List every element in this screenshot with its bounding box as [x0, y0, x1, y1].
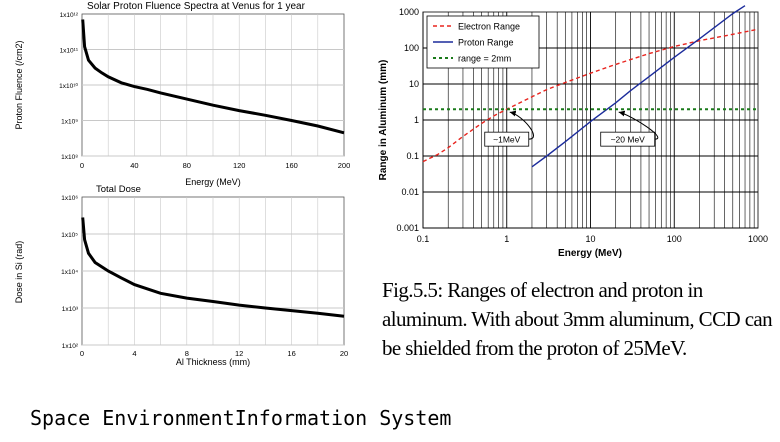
- y-tick-label: 10: [409, 79, 419, 89]
- x-tick-label: 0: [80, 161, 84, 170]
- y-tick-labels: 0.001 0.01 0.1 1 10 100 1000: [396, 7, 419, 233]
- x-tick-labels: 0 4 8 12 16 20: [80, 349, 348, 358]
- legend-label: Proton Range: [458, 38, 514, 48]
- y-tick-label: 1x10³: [62, 306, 79, 313]
- series-layer: [81, 19, 345, 135]
- y-tick-labels: 1x10² 1x10³ 1x10⁴ 1x10⁵ 1x10⁶: [61, 195, 79, 350]
- x-tick-label: 160: [285, 161, 298, 170]
- y-tick-label: 1: [414, 115, 419, 125]
- x-tick-label: 1: [504, 234, 509, 244]
- y-axis-label: Proton Fluence (/cm2): [14, 40, 24, 129]
- y-tick-label: 1x10⁹: [61, 119, 78, 126]
- chart-title: Total Dose: [96, 184, 141, 195]
- x-tick-label: 16: [287, 349, 295, 358]
- series-line: [422, 28, 759, 163]
- fluence-chart: Solar Proton Fluence Spectra at Venus fo…: [14, 1, 350, 187]
- y-tick-label: 1x10¹¹: [60, 48, 79, 55]
- legend-label: Electron Range: [458, 22, 520, 32]
- x-tick-label: 200: [338, 161, 351, 170]
- series-line: [81, 19, 345, 135]
- x-tick-label: 4: [132, 349, 136, 358]
- y-tick-label: 1x10¹²: [60, 12, 79, 19]
- y-tick-label: 1x10⁵: [61, 232, 78, 239]
- series-line: [81, 217, 345, 318]
- y-tick-label: 1x10⁴: [61, 269, 78, 276]
- y-tick-label: 1x10⁸: [61, 154, 78, 161]
- dose-chart: Total Dose 0 4 8 12 16 20 1x10²1x10³1x10⁴1x10…: [14, 184, 348, 367]
- y-tick-label: 1x10¹⁰: [59, 82, 78, 90]
- chart-title: Solar Proton Fluence Spectra at Venus fo…: [87, 1, 306, 12]
- x-tick-labels: 0.1 1 10 100 1000: [417, 234, 768, 244]
- legend-label: range = 2mm: [458, 54, 511, 64]
- annotation-label: ~20 MeV: [611, 135, 646, 145]
- y-tick-label: 1x10⁶: [61, 195, 78, 202]
- y-tick-label: 0.1: [406, 151, 419, 161]
- y-tick-label: 0.01: [401, 187, 419, 197]
- x-tick-label: 80: [183, 161, 191, 170]
- x-tick-label: 0.1: [417, 234, 430, 244]
- x-axis-label: Energy (MeV): [558, 248, 622, 259]
- x-tick-label: 100: [667, 234, 682, 244]
- y-axis-label: Range in Aluminum (mm): [378, 60, 389, 181]
- series-layer: [422, 5, 759, 168]
- y-axis-label: Dose in Si (rad): [14, 241, 24, 304]
- x-axis-label: Energy (MeV): [185, 177, 241, 187]
- series-line: [531, 5, 746, 168]
- annotation-layer: ~1MeV ~20 MeV: [484, 110, 659, 147]
- range-chart: 0.1 1 10 100 1000 0.001 0.01 0.1 1 10 100 1000 ~1M…: [378, 5, 768, 259]
- x-tick-label: 0: [80, 349, 84, 358]
- legend: Electron Range Proton Range range = 2mm: [426, 15, 540, 69]
- grid: [82, 197, 344, 346]
- y-tick-label: 1000: [399, 7, 419, 17]
- annotation-arrow: [509, 110, 535, 140]
- x-tick-label: 10: [585, 234, 595, 244]
- x-tick-label: 40: [130, 161, 138, 170]
- x-tick-labels: 0 40 80 120 160 200: [80, 161, 350, 170]
- x-axis-label: Al Thickness (mm): [176, 357, 250, 367]
- x-tick-label: 8: [185, 349, 189, 358]
- y-tick-label: 100: [404, 43, 419, 53]
- annotation-label: ~1MeV: [493, 135, 520, 145]
- y-tick-labels: 1x10⁸ 1x10⁹ 1x10¹⁰ 1x10¹¹ 1x10¹²: [59, 12, 79, 161]
- figure-caption: Fig.5.5: Ranges of electron and proton i…: [382, 278, 773, 360]
- y-tick-label: 1x10²: [62, 343, 79, 350]
- x-tick-label: 20: [340, 349, 348, 358]
- annotation-arrow: [618, 110, 659, 140]
- footer-title: Space EnvironmentInformation System: [30, 406, 452, 430]
- annotation-box: [600, 131, 656, 147]
- x-tick-label: 1000: [748, 234, 768, 244]
- x-tick-label: 120: [233, 161, 246, 170]
- grid: [82, 14, 344, 157]
- x-tick-label: 12: [235, 349, 243, 358]
- series-layer: [81, 217, 345, 318]
- y-tick-label: 0.001: [396, 223, 419, 233]
